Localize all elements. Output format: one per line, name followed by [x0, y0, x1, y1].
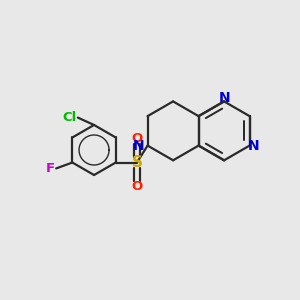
Text: N: N — [132, 139, 144, 153]
Text: S: S — [131, 155, 142, 170]
Text: N: N — [218, 91, 230, 105]
Text: O: O — [131, 133, 142, 146]
Text: N: N — [247, 139, 259, 153]
Text: F: F — [46, 162, 55, 175]
Text: Cl: Cl — [62, 111, 76, 124]
Text: O: O — [131, 180, 142, 193]
